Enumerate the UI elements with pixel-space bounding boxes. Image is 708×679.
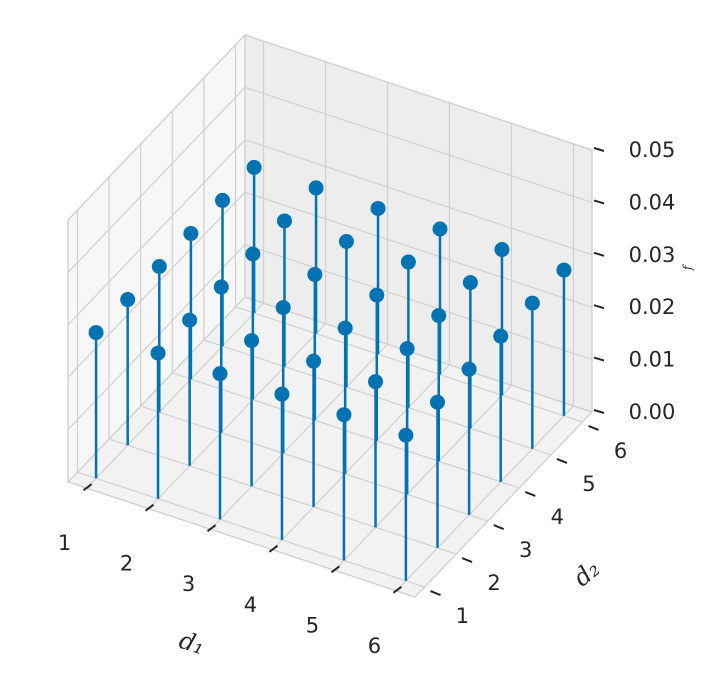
x-tick-label: 4 (244, 593, 257, 617)
grid-line (244, 34, 593, 151)
grid-line (244, 86, 593, 203)
grid-line (67, 139, 246, 326)
grid-line (244, 244, 593, 361)
stem-marker (183, 225, 199, 241)
y-tick-label: 4 (551, 505, 564, 529)
stem-marker (182, 312, 198, 328)
z-tick-label: 0.00 (629, 400, 676, 424)
stem-marker (307, 267, 323, 283)
y-tick-label: 3 (519, 538, 532, 562)
tick-mark (556, 458, 568, 464)
grid-line (210, 343, 388, 530)
tick-mark (268, 544, 279, 553)
y-axis-label: d₂ (568, 555, 605, 593)
tick-mark (82, 483, 93, 491)
grid-line (395, 405, 574, 592)
grid-line (67, 296, 246, 483)
stem-marker (368, 374, 384, 390)
z-tick-label: 0.02 (629, 295, 676, 319)
tick-mark (593, 147, 605, 152)
stem-marker (120, 292, 136, 308)
stem-marker (151, 259, 167, 275)
x-tick-label: 5 (306, 613, 319, 637)
tick-mark (430, 590, 441, 597)
tick-mark (593, 251, 605, 257)
stem-marker (461, 361, 477, 377)
stem-marker (274, 386, 290, 402)
stem-marker (400, 254, 416, 270)
z-tick-label: 0.03 (629, 243, 676, 267)
grid-line (67, 191, 246, 378)
tick-mark (392, 586, 403, 594)
stem-marker (431, 308, 447, 324)
z-tick-label: 0.04 (629, 190, 676, 214)
z-tick-label: 0.05 (629, 138, 676, 162)
stem-marker (213, 279, 229, 295)
stem-marker (370, 200, 386, 216)
stem-marker (336, 407, 352, 423)
stem-marker (399, 341, 415, 357)
stem-marker (308, 180, 324, 196)
x-axis-label: d₁ (176, 626, 208, 660)
tick-mark (524, 491, 536, 497)
stem-marker (88, 325, 104, 341)
y-tick-label: 2 (487, 571, 500, 595)
stem-marker (462, 275, 478, 291)
stem-marker (430, 394, 445, 410)
grid-line (67, 244, 246, 431)
tick-mark (144, 503, 155, 512)
stem-marker (432, 221, 448, 237)
x-tick-label: 2 (120, 552, 133, 576)
stem-marker (306, 353, 322, 369)
stem-marker (244, 333, 260, 349)
stem-marker (275, 300, 291, 316)
tick-mark (593, 304, 605, 310)
stem-marker (337, 320, 353, 336)
stem-marker (494, 242, 510, 258)
stem-marker (212, 366, 228, 382)
grid-line (244, 139, 593, 256)
x-tick-label: 3 (182, 572, 195, 596)
tick-mark (206, 524, 217, 533)
tick-mark (588, 424, 599, 431)
stem-marker (215, 192, 230, 208)
grid-line (67, 34, 246, 221)
stem-marker (276, 213, 292, 229)
stem-marker (369, 287, 385, 303)
stem-marker (338, 234, 354, 250)
tick-mark (493, 524, 505, 530)
grid-line (86, 302, 265, 489)
stem-marker (245, 246, 261, 262)
stem-marker (150, 345, 166, 361)
z-axis-label: f (681, 263, 695, 271)
tick-mark (461, 557, 473, 563)
grid-line (244, 191, 593, 308)
tick-mark (593, 199, 605, 205)
stem-marker (246, 159, 262, 175)
tick-mark (593, 409, 605, 414)
stem-marker (524, 295, 540, 311)
y-tick-label: 1 (456, 604, 469, 628)
stem-marker (556, 262, 572, 278)
tick-mark (330, 565, 341, 574)
grid-line (148, 323, 326, 510)
y-tick-label: 5 (582, 472, 595, 496)
grid-line (244, 296, 593, 413)
x-tick-label: 1 (58, 531, 71, 555)
y-tick-label: 6 (614, 439, 627, 463)
z-tick-label: 0.01 (629, 348, 676, 372)
stem-marker (398, 427, 414, 443)
grid-line (67, 86, 246, 273)
x-tick-label: 6 (368, 634, 381, 658)
grid-line (334, 384, 512, 571)
grid-line (77, 471, 425, 588)
tick-mark (593, 356, 605, 362)
stem-marker (493, 328, 509, 344)
grid-line (272, 364, 450, 551)
